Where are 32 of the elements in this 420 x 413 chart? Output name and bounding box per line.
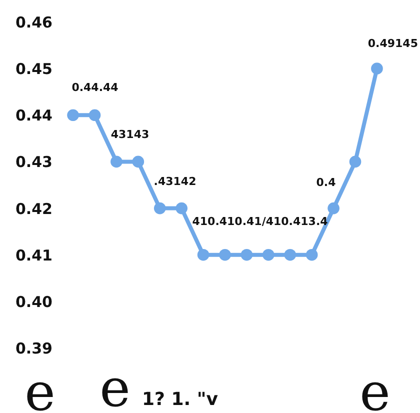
point	[219, 248, 231, 261]
point	[88, 109, 101, 122]
annotation: 0.44.44	[72, 81, 119, 94]
y-tick-label: 0.46	[15, 14, 52, 32]
point	[284, 248, 296, 261]
point	[349, 156, 362, 168]
y-tick-label: 0.44	[15, 106, 52, 125]
point	[371, 62, 383, 74]
text: e	[24, 363, 56, 413]
point	[176, 202, 188, 214]
y-tick-label: 0.42	[15, 200, 52, 218]
point	[67, 109, 79, 122]
point	[240, 248, 253, 261]
point	[328, 202, 340, 214]
point	[110, 156, 122, 168]
point	[306, 248, 318, 261]
annotation: 43143	[110, 128, 150, 141]
annotation: 0.4	[316, 176, 336, 189]
annotation: 0.49145	[368, 37, 418, 50]
text: 1? 1. "v	[142, 389, 218, 410]
text: e	[360, 363, 390, 413]
point	[262, 248, 274, 261]
point	[132, 156, 144, 168]
y-tick-label: 0.39	[15, 340, 52, 358]
y-tick-label: 0.45	[15, 60, 52, 78]
y-tick-label: 0.40	[15, 292, 52, 311]
point	[197, 248, 210, 261]
text: e	[100, 359, 130, 413]
annotation: .43142	[154, 175, 196, 188]
y-tick-label: 0.43	[15, 153, 52, 172]
y-tick-label: 0.41	[15, 246, 52, 264]
point	[154, 202, 166, 214]
